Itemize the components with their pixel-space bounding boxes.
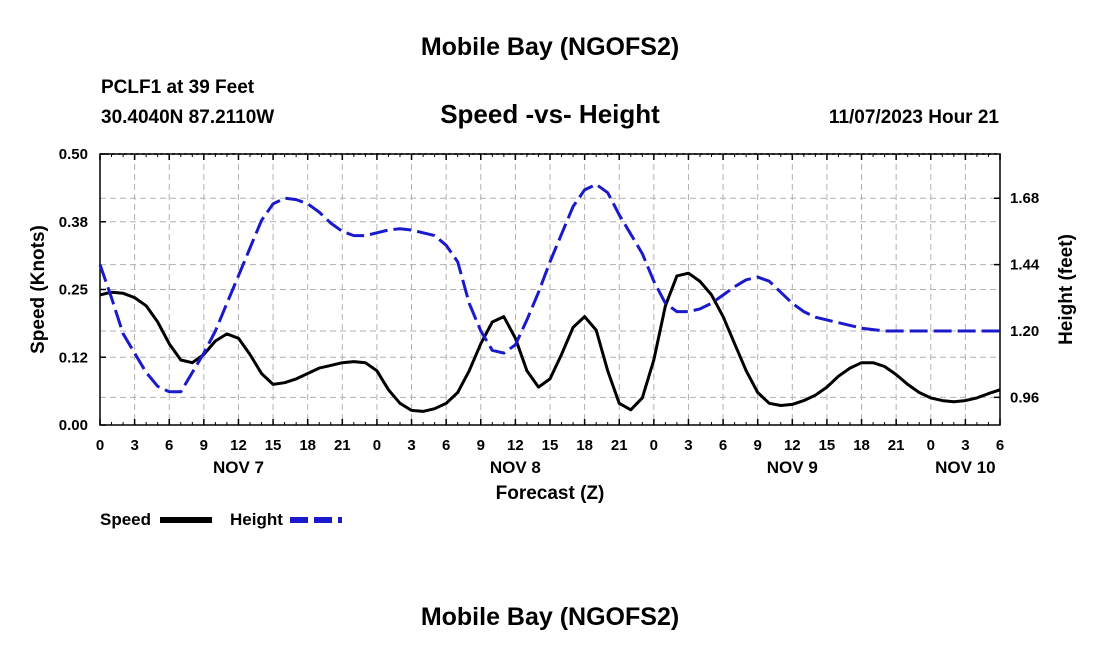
day-label: NOV 8 xyxy=(490,458,541,477)
x-tick-label: 3 xyxy=(130,437,138,454)
station-label: PCLF1 at 39 Feet xyxy=(101,77,255,98)
y-right-axis-label: Height (feet) xyxy=(1056,234,1077,345)
legend-height-label: Height xyxy=(230,510,283,529)
x-tick-label: 9 xyxy=(477,437,485,454)
x-tick-label: 15 xyxy=(819,437,836,454)
y-left-tick-label: 0.50 xyxy=(59,146,88,163)
x-tick-label: 0 xyxy=(927,437,935,454)
x-tick-label: 15 xyxy=(265,437,282,454)
y-right-tick-label: 0.96 xyxy=(1010,389,1039,406)
y-left-tick-label: 0.00 xyxy=(59,417,88,434)
y-right-tick-label: 1.68 xyxy=(1010,190,1039,207)
x-tick-label: 12 xyxy=(230,437,247,454)
chart-subtitle: Speed -vs- Height xyxy=(440,99,660,129)
day-label: NOV 10 xyxy=(935,458,995,477)
y-right-tick-label: 1.20 xyxy=(1010,323,1039,340)
x-tick-label: 0 xyxy=(650,437,658,454)
x-tick-label: 0 xyxy=(96,437,104,454)
coordinates-label: 30.4040N 87.2110W xyxy=(101,107,275,128)
x-tick-label: 9 xyxy=(754,437,762,454)
x-tick-label: 21 xyxy=(611,437,628,454)
x-tick-label: 6 xyxy=(165,437,173,454)
series-line-height xyxy=(98,182,1000,394)
chart-title: Mobile Bay (NGOFS2) xyxy=(420,33,680,61)
x-tick-label: 6 xyxy=(996,437,1004,454)
x-tick-label: 15 xyxy=(542,437,559,454)
legend-height-swatch xyxy=(290,517,342,523)
x-tick-label: 21 xyxy=(334,437,351,454)
y-right-tick-label: 1.44 xyxy=(1010,257,1040,274)
series-line-speed xyxy=(99,271,1001,413)
x-tick-label: 3 xyxy=(407,437,415,454)
x-tick-label: 18 xyxy=(299,437,316,454)
datetime-label: 11/07/2023 Hour 21 xyxy=(828,107,999,128)
x-tick-label: 0 xyxy=(373,437,381,454)
x-tick-label: 18 xyxy=(853,437,870,454)
x-tick-label: 9 xyxy=(200,437,208,454)
y-left-axis-label: Speed (Knots) xyxy=(28,225,49,354)
x-tick-label: 3 xyxy=(961,437,969,454)
legend-speed-label: Speed xyxy=(100,510,152,529)
y-left-tick-label: 0.12 xyxy=(59,349,88,366)
x-tick-label: 18 xyxy=(576,437,593,454)
x-tick-label: 6 xyxy=(719,437,727,454)
x-tick-label: 21 xyxy=(888,437,905,454)
x-tick-label: 12 xyxy=(784,437,801,454)
day-label: NOV 9 xyxy=(767,458,818,477)
x-tick-label: 12 xyxy=(507,437,524,454)
x-tick-label: 6 xyxy=(442,437,450,454)
y-left-tick-label: 0.25 xyxy=(59,282,88,299)
x-axis-label: Forecast (Z) xyxy=(496,483,605,504)
legend-speed-swatch xyxy=(160,517,212,523)
y-left-tick-label: 0.38 xyxy=(59,214,88,231)
day-label: NOV 7 xyxy=(213,458,264,477)
footer-title: Mobile Bay (NGOFS2) xyxy=(420,603,680,631)
x-tick-label: 3 xyxy=(684,437,692,454)
